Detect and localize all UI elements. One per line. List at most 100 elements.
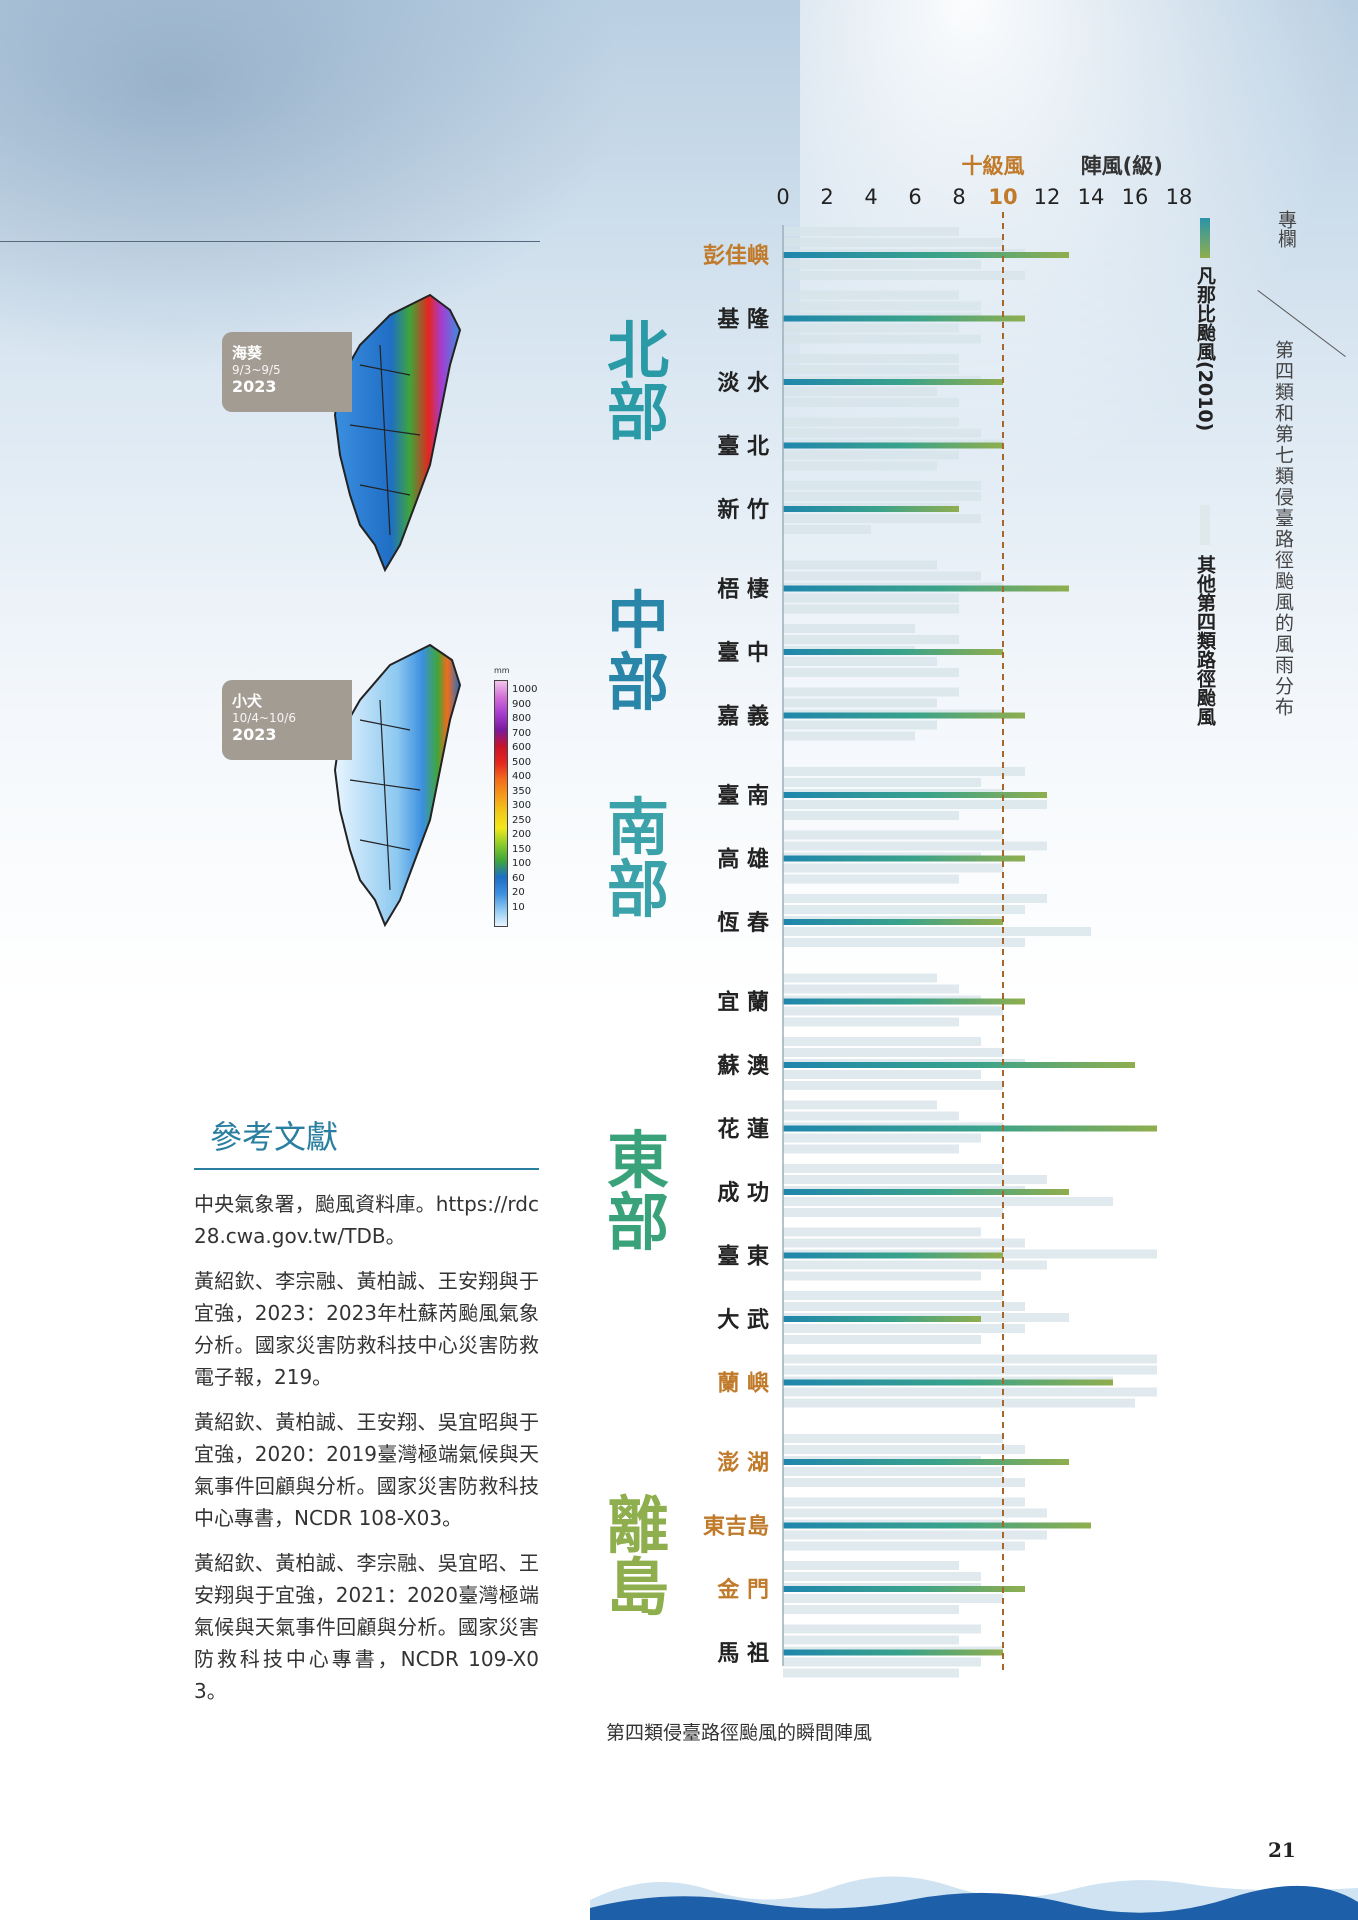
- other-typhoon-bar: [783, 323, 959, 333]
- station-label: 宜 蘭: [717, 990, 769, 1016]
- wave-decoration: [590, 1876, 1358, 1920]
- x-tick-label: 2: [820, 185, 833, 209]
- typhoon-dates: 9/3~9/5: [232, 363, 281, 377]
- x-tick-label: 8: [952, 185, 965, 209]
- main-typhoon-bar: [783, 998, 1025, 1005]
- legend-others: 其他第四類路徑颱風: [1194, 555, 1216, 726]
- other-typhoon-bar: [783, 1541, 1025, 1551]
- main-typhoon-bar: [783, 252, 1069, 258]
- station-label: 馬 祖: [717, 1642, 769, 1667]
- main-typhoon-bar: [783, 1459, 1069, 1465]
- other-typhoon-bar: [783, 1657, 981, 1667]
- other-typhoon-bar: [783, 1260, 1047, 1270]
- main-typhoon-bar: [783, 585, 1069, 592]
- main-typhoon-bar: [783, 855, 1025, 862]
- station-label: 梧 棲: [717, 577, 769, 603]
- other-typhoon-bar: [783, 1271, 981, 1281]
- station-label: 新 竹: [717, 497, 769, 523]
- other-typhoon-bar: [783, 417, 959, 427]
- other-typhoon-bar: [783, 800, 1047, 809]
- header-rule: [0, 241, 540, 242]
- other-typhoon-bar: [783, 1208, 1003, 1217]
- main-typhoon-bar: [783, 379, 1003, 385]
- reference-item: 黃紹欽、李宗融、黃柏誠、王安翔與于宜強，2023：2023年杜蘇芮颱風氣象分析。…: [194, 1269, 539, 1389]
- other-typhoon-bar: [783, 668, 959, 677]
- other-typhoon-bar: [783, 698, 937, 708]
- station-label: 蘭 嶼: [717, 1372, 769, 1397]
- other-typhoon-bar: [783, 1335, 981, 1344]
- other-typhoon-bar: [783, 938, 1025, 947]
- main-typhoon-bar: [783, 315, 1025, 322]
- legend-level-label: 800: [512, 713, 532, 724]
- region-label: 東部: [606, 1124, 669, 1259]
- legend-level-label: 60: [512, 872, 525, 884]
- main-typhoon-bar: [783, 919, 1003, 925]
- other-typhoon-bar: [783, 1227, 981, 1237]
- main-typhoon-bar: [783, 712, 1025, 719]
- other-typhoon-bar: [783, 984, 959, 994]
- other-typhoon-bar: [783, 492, 981, 501]
- other-typhoon-bar: [783, 1561, 959, 1570]
- main-typhoon-bar: [783, 1522, 1091, 1529]
- sky-background: [0, 0, 1358, 1000]
- other-typhoon-bar: [783, 624, 915, 633]
- other-typhoon-bar: [783, 1497, 1025, 1507]
- other-typhoon-bar: [783, 1291, 1003, 1300]
- station-label: 金 門: [716, 1577, 769, 1603]
- station-label: 淡 水: [717, 371, 770, 396]
- station-label: 基 隆: [717, 308, 770, 333]
- main-typhoon-bar: [783, 1062, 1135, 1068]
- legend-level-label: 150: [512, 843, 532, 855]
- references-rule: [194, 1168, 539, 1170]
- other-typhoon-bar: [783, 731, 915, 741]
- page-number: 21: [1268, 1838, 1296, 1862]
- other-typhoon-bar: [783, 1164, 1003, 1173]
- station-label: 嘉 義: [717, 704, 769, 730]
- station-label: 彭佳嶼: [703, 244, 769, 269]
- other-typhoon-bar: [783, 1144, 959, 1154]
- other-typhoon-bar: [783, 1133, 981, 1143]
- other-typhoon-bar: [783, 1434, 1003, 1443]
- references-list: 中央氣象署，颱風資料庫。https://rdc28.cwa.gov.tw/TDB…: [194, 1188, 539, 1720]
- other-typhoon-bar: [783, 1037, 981, 1046]
- station-label: 臺 中: [717, 641, 769, 666]
- other-typhoon-bar: [783, 767, 1025, 776]
- legend-level-label: 600: [512, 742, 532, 753]
- other-typhoon-bar: [783, 525, 871, 534]
- other-typhoon-bar: [783, 811, 959, 820]
- main-typhoon-bar: [783, 1189, 1069, 1195]
- other-typhoon-bar: [783, 1302, 1025, 1311]
- x-tick-label: 10: [988, 185, 1017, 209]
- legend-swatch-main: [1200, 218, 1210, 258]
- other-typhoon-bar: [783, 687, 959, 697]
- other-typhoon-bar: [783, 1238, 1025, 1248]
- other-typhoon-bar: [783, 1508, 1047, 1518]
- typhoon-badge-2: 小犬 10/4~10/6 2023: [222, 680, 352, 760]
- other-typhoon-bar: [783, 461, 937, 471]
- other-typhoon-bar: [783, 271, 1025, 280]
- reference-item: 中央氣象署，颱風資料庫。https://rdc28.cwa.gov.tw/TDB…: [194, 1192, 539, 1248]
- station-label: 成 功: [717, 1181, 769, 1206]
- region-label: 北部: [606, 314, 669, 449]
- other-typhoon-bar: [783, 301, 981, 311]
- other-typhoon-bar: [783, 1445, 1025, 1454]
- legend-main: 凡那比颱風(2010): [1194, 266, 1216, 432]
- station-label: 臺 東: [717, 1245, 769, 1270]
- typhoon-name: 小犬: [232, 692, 263, 710]
- rain-legend-colorbar: [494, 680, 508, 927]
- other-typhoon-bar: [783, 354, 959, 363]
- typhoon-badge-1: 海葵 9/3~9/5 2023: [222, 332, 352, 412]
- other-typhoon-bar: [783, 973, 937, 983]
- other-typhoon-bar: [783, 1530, 1047, 1540]
- station-label: 蘇 澳: [716, 1053, 770, 1079]
- main-typhoon-bar: [783, 649, 1003, 655]
- typhoon-name: 海葵: [232, 344, 263, 362]
- other-typhoon-bar: [783, 398, 959, 407]
- other-typhoon-bar: [783, 1100, 937, 1110]
- other-typhoon-bar: [783, 560, 937, 570]
- other-typhoon-bar: [783, 863, 1003, 873]
- station-label: 大 武: [717, 1308, 769, 1333]
- station-label: 花 蓮: [717, 1117, 769, 1143]
- legend-unit: mm: [494, 666, 510, 675]
